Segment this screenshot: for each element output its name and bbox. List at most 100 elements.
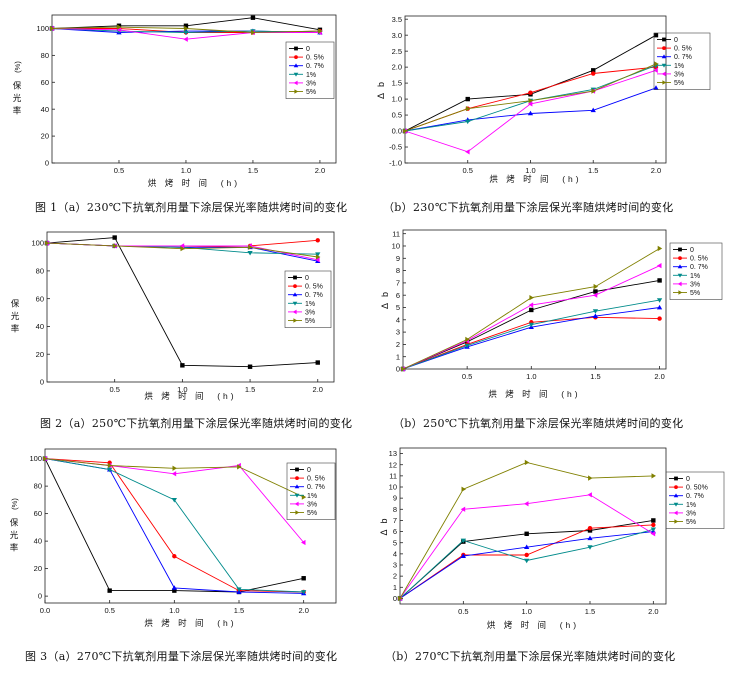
y-tick-label: 1.0 — [392, 95, 402, 104]
legend-swatch-marker — [293, 80, 298, 86]
y-axis-label: 保光率 — [9, 517, 19, 555]
data-point-s5-p1 — [112, 243, 118, 249]
data-point-s5-p4 — [657, 245, 663, 252]
series-line-5 — [399, 462, 654, 599]
data-point-s1-p2 — [524, 552, 529, 558]
legend-label: 1% — [690, 273, 700, 280]
chart-panel-1: 0.5 1.0 1.5 2.0 -1.0 -0.5 0.0 0.5 1.0 1.5 2.0 2.5 3.… — [376, 15, 711, 184]
legend-item: 3% — [288, 309, 315, 316]
data-point-s2-p4 — [653, 85, 659, 90]
legend-swatch-marker — [662, 46, 666, 50]
data-point-s3-p2 — [528, 322, 534, 328]
data-point-s5-p4 — [301, 494, 307, 500]
legend: 0 0. 5%0. 7% 1%3% 5% — [286, 462, 336, 520]
y-tick-label: 2.5 — [392, 47, 402, 56]
series-0 — [42, 456, 306, 595]
legend-item: 5% — [669, 519, 696, 526]
legend-swatch-marker — [677, 273, 683, 278]
x-tick-label: 0.5 — [114, 166, 124, 175]
y-tick-label: 100 — [36, 24, 49, 33]
legend-item: 0. 7% — [669, 493, 704, 500]
legend-swatch-marker — [661, 54, 667, 59]
data-point-s3-p4 — [650, 527, 656, 532]
y-tick-label: 60 — [36, 294, 44, 303]
data-point-s4-p2 — [171, 471, 177, 477]
data-point-s4-p4 — [656, 263, 662, 269]
x-tick-label: 1.5 — [248, 166, 258, 175]
legend-frame — [665, 471, 725, 529]
series-4 — [402, 67, 658, 155]
legend-swatch-marker — [674, 519, 679, 524]
series-5 — [43, 456, 307, 500]
series-line-3 — [404, 65, 657, 132]
legend-frame — [286, 462, 336, 520]
legend-swatch-marker — [294, 484, 300, 489]
legend-swatch-marker — [293, 275, 297, 280]
data-point-s3-p2 — [183, 30, 189, 36]
y-tick-label: 9 — [396, 254, 400, 263]
plot-frame — [46, 231, 335, 383]
legend-label: 0. 7% — [674, 54, 692, 61]
legend-swatch-marker — [678, 247, 682, 252]
data-point-s5-p3 — [591, 88, 596, 94]
legend-label: 0. 7% — [306, 63, 324, 70]
caption-figure-2b: （b）250℃下抗氧剂用量下涂层保光率随烘烤时间的变化 — [393, 417, 684, 430]
x-tick-label: 2.0 — [651, 166, 661, 175]
data-point-s0-p3 — [247, 364, 253, 369]
data-point-s5-p4 — [654, 61, 659, 67]
data-point-s3-p3 — [587, 545, 593, 550]
x-axis-label: 烘 烤 时 间 (h) — [144, 391, 236, 401]
legend-swatch-marker — [677, 281, 682, 287]
y-tick-label: 0 — [38, 592, 42, 601]
data-point-s0-p4 — [657, 278, 662, 283]
y-tick-label: 20 — [41, 132, 49, 141]
data-point-s4-p3 — [592, 292, 598, 298]
data-point-s5-p3 — [593, 283, 599, 290]
legend-item: 1% — [657, 63, 684, 70]
y-tick-label: 3.0 — [392, 31, 402, 40]
data-point-s0-p2 — [180, 363, 185, 368]
data-point-s4-p4 — [315, 257, 320, 263]
legend-swatch-marker — [673, 502, 679, 507]
plot-frame — [44, 448, 337, 604]
data-point-s5-p2 — [524, 459, 530, 466]
x-tick-label: 0.5 — [463, 166, 473, 175]
y-tick-label: 0.5 — [392, 111, 402, 120]
data-point-s5-p3 — [237, 464, 242, 470]
y-tick-label: 9 — [393, 494, 397, 503]
y-tick-label: 0 — [393, 594, 397, 603]
data-point-s5-p2 — [528, 98, 534, 104]
legend-item: 3% — [290, 501, 317, 508]
legend-frame — [285, 41, 335, 99]
legend-label: 0. 5% — [306, 55, 324, 62]
y-tick-label: 60 — [34, 509, 42, 518]
legend-label: 3% — [690, 281, 700, 288]
series-5 — [45, 240, 321, 260]
caption-figure-3b: （b）270℃下抗氧剂用量下涂层保光率随烘烤时间的变化 — [385, 650, 676, 663]
legend-swatch-marker — [677, 264, 683, 269]
data-point-s0-p3 — [587, 528, 593, 533]
x-tick-label: 1.5 — [585, 607, 595, 616]
legend-swatch-marker — [673, 510, 678, 516]
data-point-s2-p2 — [524, 544, 530, 549]
legend-item: 3% — [289, 80, 316, 87]
data-point-s0-p1 — [112, 235, 117, 240]
legend-label: 0. 7% — [686, 493, 704, 500]
data-point-s5-p3 — [248, 244, 253, 250]
legend-frame — [284, 270, 332, 328]
legend-label: 5% — [307, 510, 317, 517]
y-tick-label: 1 — [396, 352, 400, 361]
legend-label: 0. 50% — [686, 485, 708, 492]
y-tick-label: 11 — [392, 229, 400, 238]
legend-label: 3% — [307, 501, 317, 508]
legend-item: 5% — [289, 89, 316, 96]
x-tick-label: 1.0 — [526, 372, 536, 381]
data-point-s0-p4 — [301, 576, 306, 581]
y-tick-label: 80 — [41, 51, 49, 60]
legend-item: 0. 7% — [290, 484, 325, 491]
legend-swatch-marker — [294, 55, 298, 59]
x-tick-label: 1.5 — [590, 372, 600, 381]
y-tick-label: 40 — [41, 105, 49, 114]
y-tick-label: 0 — [396, 365, 400, 374]
